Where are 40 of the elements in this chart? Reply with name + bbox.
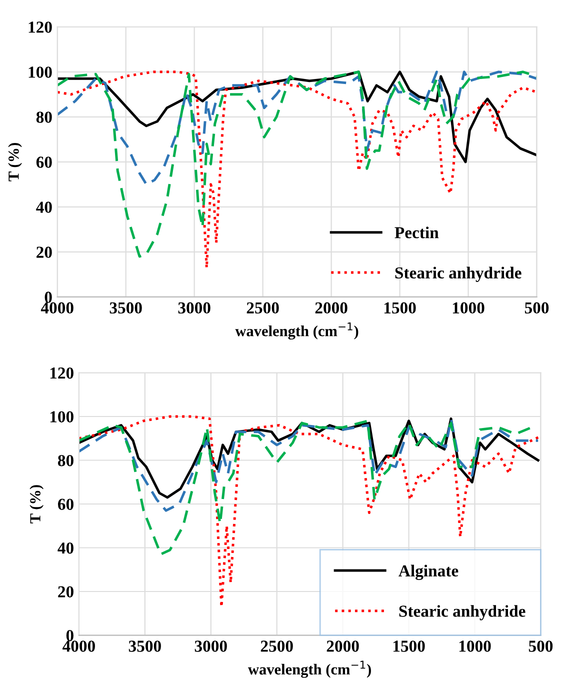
y-axis-title: T (%): [8, 142, 22, 182]
legend-label: Stearic anhydride: [399, 605, 526, 620]
y-tick-label: 120: [28, 22, 52, 33]
x-tick-label: 3000: [194, 640, 227, 652]
x-tick-label: 3000: [178, 302, 210, 314]
y-tick-label: 80: [36, 112, 52, 123]
x-tick-label: 500: [524, 302, 549, 314]
x-axis-title: wavelength (cm$^{−1}$): [248, 660, 371, 678]
x-tick-label: 4000: [62, 640, 95, 652]
x-tick-label: 1500: [384, 302, 416, 314]
legend-label: Pectin: [394, 226, 439, 238]
y-tick-label: 80: [58, 454, 74, 466]
y-tick-label: 100: [50, 411, 74, 422]
y-tick-label: 0: [44, 292, 52, 303]
y-tick-label: 40: [36, 202, 52, 213]
y-tick-label: 20: [36, 246, 52, 258]
y-axis-title: T (%): [30, 485, 44, 524]
line-series: [78, 420, 533, 556]
line-series: [57, 70, 537, 186]
x-tick-label: 2500: [246, 302, 279, 314]
x-tick-label: 3500: [128, 640, 161, 652]
x-tick-label: 500: [528, 640, 553, 652]
y-tick-label: 60: [58, 498, 74, 510]
x-tick-label: 2000: [315, 302, 348, 314]
legend-label: Alginate: [398, 564, 458, 580]
y-tick-label: 0: [66, 630, 74, 642]
x-tick-label: 2500: [260, 640, 293, 652]
x-tick-label: 1000: [459, 640, 491, 652]
x-tick-label: 1500: [393, 640, 425, 652]
legend-label: Stearic anhydride: [395, 266, 522, 282]
y-tick-label: 40: [58, 542, 74, 554]
y-tick-label: 100: [28, 66, 52, 78]
y-tick-label: 120: [50, 367, 74, 379]
x-tick-label: 4000: [40, 302, 74, 314]
x-tick-label: 1000: [452, 302, 484, 314]
y-tick-label: 60: [36, 156, 52, 168]
x-tick-label: 2000: [326, 640, 359, 652]
x-tick-label: 3500: [110, 302, 142, 314]
x-axis-title: wavelength (cm$^{−1}$): [235, 322, 358, 340]
y-tick-label: 20: [58, 586, 74, 598]
